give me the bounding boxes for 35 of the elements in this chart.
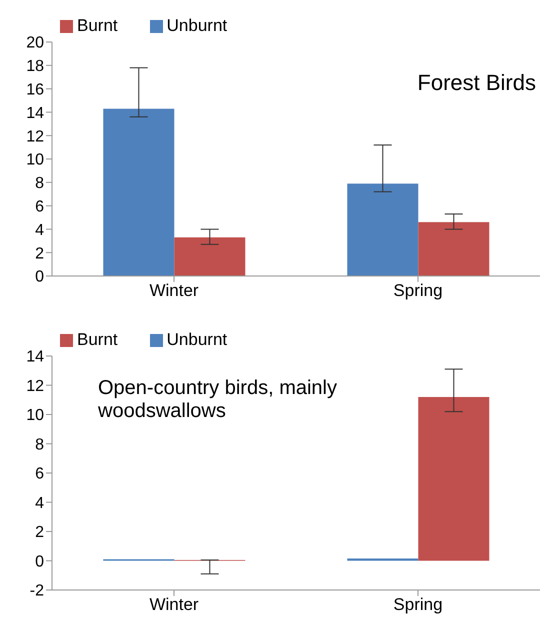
bar [418,396,490,561]
annotation: Forest Birds [417,70,536,96]
x-tick-label: Spring [393,595,443,614]
y-tick-label: -2 [30,582,44,600]
annotation: Open-country birds, mainly woodswallows [98,377,338,423]
y-tick-label: 10 [26,152,44,169]
y-tick-label: 12 [26,128,44,146]
y-tick-label: 6 [35,466,44,483]
y-tick-label: 14 [26,104,44,122]
y-tick-label: 4 [35,222,44,239]
x-tick-label: Winter [149,595,199,614]
legend-label: Unburnt [166,16,228,35]
y-tick-label: 2 [35,245,44,262]
legend-label: Burnt [77,330,118,349]
y-tick-label: 14 [26,348,44,366]
y-tick-label: 4 [35,494,44,512]
y-tick-label: 10 [26,407,44,424]
bar [347,184,418,276]
y-tick-label: 0 [35,553,44,570]
y-tick-label: 18 [26,58,44,76]
legend-label: Unburnt [166,330,228,349]
y-tick-label: 8 [35,436,44,454]
y-tick-label: 2 [35,524,44,542]
bar [418,222,490,276]
x-tick-label: Spring [393,281,443,300]
y-tick-label: 20 [26,34,44,52]
y-tick-label: 6 [35,198,44,216]
bar [103,108,174,276]
y-tick-label: 0 [35,268,44,286]
x-tick-label: Winter [149,281,199,300]
bar [174,237,246,276]
y-tick-label: 8 [35,175,44,192]
y-tick-label: 12 [26,378,44,395]
y-tick-label: 16 [26,81,44,98]
legend-label: Burnt [77,16,118,35]
